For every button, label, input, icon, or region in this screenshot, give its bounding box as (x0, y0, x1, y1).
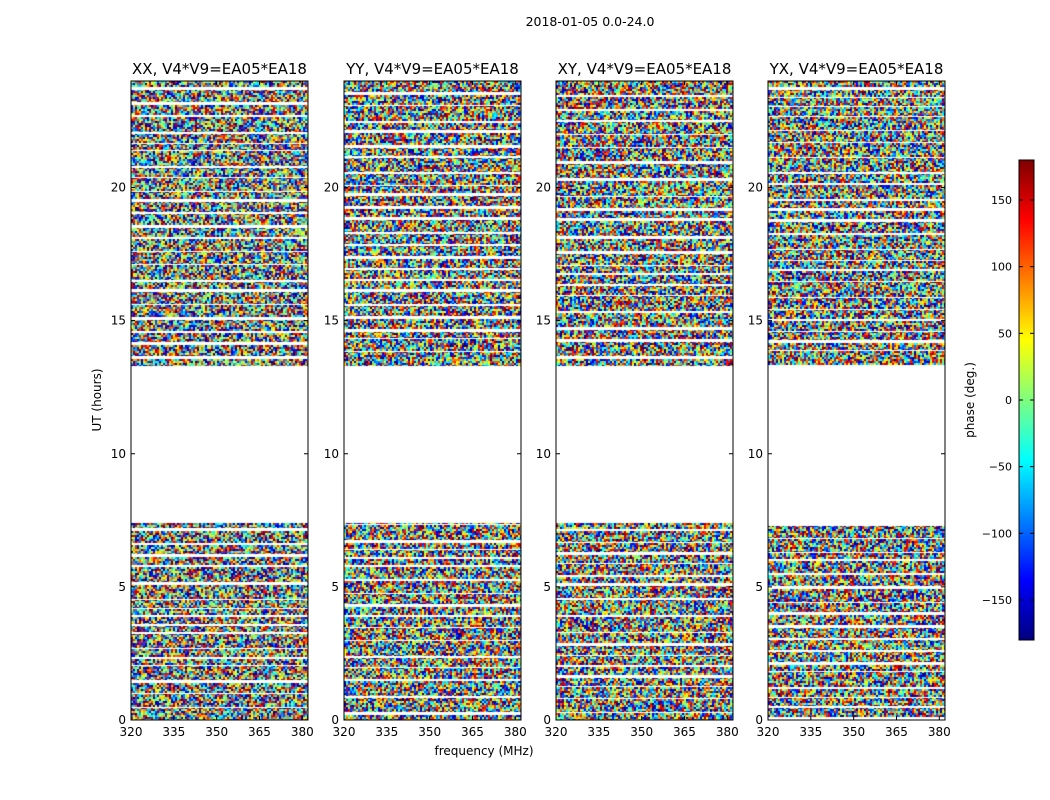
panel-1-ytick-label-2: 10 (111, 447, 126, 461)
panel-4-xtick-label-2: 350 (842, 725, 865, 739)
panel-2-xtick-label-4: 380 (504, 725, 527, 739)
panel-1-ytick-label-1: 5 (118, 580, 126, 594)
colorbar-label: phase (deg.) (963, 362, 977, 438)
panel-2-title: YY, V4*V9=EA05*EA18 (345, 60, 519, 78)
panel-4-heatmap (768, 81, 945, 720)
panel-1: XX, V4*V9=EA05*EA18 320 335 350 365 380 0 5 10 15… (111, 60, 314, 739)
colorbar-tick-label-3: 0 (1005, 394, 1012, 407)
panel-4-xtick-label-4: 380 (928, 725, 951, 739)
panel-4-ytick-label-2: 10 (748, 447, 763, 461)
panel-1-ytick-label-4: 20 (111, 181, 126, 195)
panel-3-ytick-label-2: 10 (536, 447, 551, 461)
panel-4-title: YX, V4*V9=EA05*EA18 (769, 60, 944, 78)
panel-2-xtick-label-1: 335 (375, 725, 398, 739)
panel-1-heatmap (131, 81, 308, 720)
panel-1-xtick-label-0: 320 (120, 725, 143, 739)
panel-4-ytick-label-0: 0 (755, 713, 763, 727)
panel-2-xtick-label-0: 320 (333, 725, 356, 739)
panel-1-frame (130, 80, 309, 721)
colorbar-tick-label-1: 100 (991, 261, 1012, 274)
panel-2-xtick-label-3: 365 (461, 725, 484, 739)
panel-1-ytick-label-0: 0 (118, 713, 126, 727)
x-axis-label: frequency (MHz) (434, 744, 533, 758)
panel-4-frame (767, 80, 946, 721)
panel-3-xtick-label-1: 335 (587, 725, 610, 739)
panel-4-xtick-label-0: 320 (757, 725, 780, 739)
y-axis-label: UT (hours) (90, 368, 104, 431)
figure-title: 2018-01-05 0.0-24.0 (526, 14, 655, 29)
panel-2-frame (343, 80, 522, 721)
colorbar-tick-label-4: −50 (989, 461, 1012, 474)
panel-4-ytick-label-1: 5 (755, 580, 763, 594)
panel-3-xtick-label-0: 320 (545, 725, 568, 739)
panel-3: XY, V4*V9=EA05*EA18 320 335 350 365 380 0 5 10 15… (536, 60, 739, 739)
panel-2: YY, V4*V9=EA05*EA18 320 335 350 365 380 0 5 10 15… (324, 60, 527, 739)
colorbar-tick-label-6: −150 (982, 594, 1012, 607)
panel-1-ytick-label-3: 15 (111, 314, 126, 328)
panel-4-ytick-label-3: 15 (748, 314, 763, 328)
panel-4-ytick-label-4: 20 (748, 181, 763, 195)
colorbar-tick-label-0: 150 (991, 194, 1012, 207)
panel-1-xtick-label-4: 380 (291, 725, 314, 739)
panel-3-ytick-label-4: 20 (536, 181, 551, 195)
panel-1-xtick-label-3: 365 (248, 725, 271, 739)
panel-1-xtick-label-2: 350 (205, 725, 228, 739)
panel-3-xtick-label-3: 365 (673, 725, 696, 739)
panel-2-ytick-label-1: 5 (331, 580, 339, 594)
panel-2-ytick-label-4: 20 (324, 181, 339, 195)
panel-3-ytick-label-0: 0 (543, 713, 551, 727)
panel-2-ytick-label-3: 15 (324, 314, 339, 328)
panel-4: YX, V4*V9=EA05*EA18 320 335 350 365 380 0 5 10 15… (748, 60, 951, 739)
panel-3-xtick-label-4: 380 (716, 725, 739, 739)
panel-1-xtick-label-1: 335 (162, 725, 185, 739)
colorbar: 150 100 50 0 −50 −100 −150 (982, 159, 1035, 641)
panel-3-title: XY, V4*V9=EA05*EA18 (558, 60, 732, 78)
panel-4-xtick-label-1: 335 (799, 725, 822, 739)
panel-3-ytick-label-1: 5 (543, 580, 551, 594)
panel-2-ytick-label-2: 10 (324, 447, 339, 461)
panels: XX, V4*V9=EA05*EA18 320 335 350 365 380 0 5 10 15… (111, 60, 951, 739)
panel-3-frame (555, 80, 734, 721)
panel-2-xtick-label-2: 350 (418, 725, 441, 739)
panel-3-ytick-label-3: 15 (536, 314, 551, 328)
panel-4-xtick-label-3: 365 (885, 725, 908, 739)
colorbar-tick-label-5: −100 (982, 527, 1012, 540)
panel-3-xtick-label-2: 350 (630, 725, 653, 739)
panel-2-ytick-label-0: 0 (331, 713, 339, 727)
panel-2-heatmap (344, 81, 521, 720)
colorbar-tick-label-2: 50 (998, 327, 1012, 340)
panel-3-heatmap (556, 81, 733, 720)
panel-1-title: XX, V4*V9=EA05*EA18 (132, 60, 307, 78)
